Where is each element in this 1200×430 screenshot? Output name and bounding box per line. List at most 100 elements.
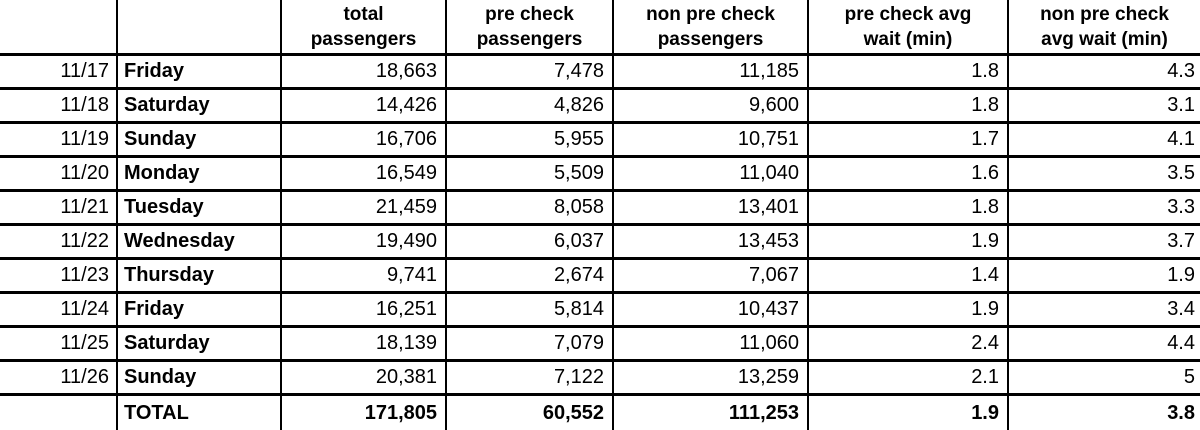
table-row: 11/24 Friday 16,251 5,814 10,437 1.9 3.4	[0, 291, 1200, 328]
header-row: total passengers pre check passengers no…	[0, 0, 1200, 56]
cell-pre-check-passengers: 4,826	[445, 87, 614, 124]
cell-pre-check-avg-wait: 2.4	[807, 325, 1009, 362]
cell-pre-check-avg-wait: 1.6	[807, 155, 1009, 192]
cell-day: Tuesday	[116, 189, 282, 226]
table-row: 11/18 Saturday 14,426 4,826 9,600 1.8 3.…	[0, 87, 1200, 124]
header-line: non pre check	[646, 3, 775, 25]
table-row: 11/20 Monday 16,549 5,509 11,040 1.6 3.5	[0, 155, 1200, 192]
cell-day: Friday	[116, 53, 282, 90]
header-line: passengers	[476, 28, 583, 50]
cell-date: 11/17	[0, 53, 118, 90]
cell-pre-check-passengers-sum: 60,552	[445, 393, 614, 430]
cell-non-pre-check-avg-wait: 3.1	[1007, 87, 1200, 124]
table-row: 11/21 Tuesday 21,459 8,058 13,401 1.8 3.…	[0, 189, 1200, 226]
table-row: 11/17 Friday 18,663 7,478 11,185 1.8 4.3	[0, 53, 1200, 90]
cell-total-passengers: 16,706	[280, 121, 447, 158]
cell-non-pre-check-passengers: 13,453	[612, 223, 809, 260]
cell-date: 11/20	[0, 155, 118, 192]
cell-pre-check-avg-wait: 1.4	[807, 257, 1009, 294]
cell-non-pre-check-passengers-sum: 111,253	[612, 393, 809, 430]
cell-total-passengers: 9,741	[280, 257, 447, 294]
cell-pre-check-passengers: 2,674	[445, 257, 614, 294]
cell-pre-check-avg-wait: 1.9	[807, 291, 1009, 328]
cell-total-passengers: 16,549	[280, 155, 447, 192]
cell-non-pre-check-avg-wait: 4.4	[1007, 325, 1200, 362]
cell-date: 11/22	[0, 223, 118, 260]
cell-day: Wednesday	[116, 223, 282, 260]
cell-pre-check-passengers: 7,478	[445, 53, 614, 90]
cell-total-passengers: 18,663	[280, 53, 447, 90]
cell-pre-check-passengers: 5,814	[445, 291, 614, 328]
cell-pre-check-passengers: 7,122	[445, 359, 614, 396]
cell-non-pre-check-passengers: 11,185	[612, 53, 809, 90]
column-header-non-pre-check-avg-wait: non pre check avg wait (min)	[1007, 0, 1200, 56]
cell-total-passengers-sum: 171,805	[280, 393, 447, 430]
cell-day: Monday	[116, 155, 282, 192]
cell-pre-check-avg-wait: 1.9	[807, 223, 1009, 260]
table-header: total passengers pre check passengers no…	[0, 0, 1200, 56]
cell-date: 11/23	[0, 257, 118, 294]
cell-pre-check-passengers: 6,037	[445, 223, 614, 260]
cell-non-pre-check-avg-wait: 1.9	[1007, 257, 1200, 294]
cell-non-pre-check-avg-wait: 4.3	[1007, 53, 1200, 90]
cell-date: 11/25	[0, 325, 118, 362]
table-body: 11/17 Friday 18,663 7,478 11,185 1.8 4.3…	[0, 53, 1200, 430]
cell-pre-check-avg-wait: 1.8	[807, 53, 1009, 90]
cell-day: Sunday	[116, 359, 282, 396]
cell-date: 11/24	[0, 291, 118, 328]
column-header-non-pre-check-passengers: non pre check passengers	[612, 0, 809, 56]
cell-day: Sunday	[116, 121, 282, 158]
cell-total-passengers: 14,426	[280, 87, 447, 124]
header-line: non pre check	[1040, 3, 1169, 25]
cell-day: Saturday	[116, 325, 282, 362]
cell-day: Saturday	[116, 87, 282, 124]
cell-date-empty	[0, 393, 118, 430]
column-header-pre-check-passengers: pre check passengers	[445, 0, 614, 56]
cell-pre-check-avg-wait: 1.8	[807, 189, 1009, 226]
cell-date: 11/19	[0, 121, 118, 158]
header-line: pre check avg	[844, 3, 972, 25]
cell-non-pre-check-passengers: 10,751	[612, 121, 809, 158]
cell-non-pre-check-passengers: 10,437	[612, 291, 809, 328]
cell-non-pre-check-avg-wait: 4.1	[1007, 121, 1200, 158]
cell-pre-check-passengers: 5,509	[445, 155, 614, 192]
cell-date: 11/18	[0, 87, 118, 124]
cell-non-pre-check-avg-wait-overall: 3.8	[1007, 393, 1200, 430]
header-line: wait (min)	[863, 28, 953, 50]
cell-date: 11/21	[0, 189, 118, 226]
cell-pre-check-passengers: 5,955	[445, 121, 614, 158]
cell-non-pre-check-avg-wait: 3.4	[1007, 291, 1200, 328]
cell-non-pre-check-passengers: 13,259	[612, 359, 809, 396]
cell-non-pre-check-avg-wait: 5	[1007, 359, 1200, 396]
column-header-day	[116, 0, 282, 56]
cell-non-pre-check-passengers: 13,401	[612, 189, 809, 226]
cell-non-pre-check-passengers: 7,067	[612, 257, 809, 294]
cell-pre-check-avg-wait: 2.1	[807, 359, 1009, 396]
cell-non-pre-check-passengers: 11,040	[612, 155, 809, 192]
cell-pre-check-avg-wait-overall: 1.9	[807, 393, 1009, 430]
column-header-total-passengers: total passengers	[280, 0, 447, 56]
header-line: passengers	[657, 28, 764, 50]
cell-non-pre-check-avg-wait: 3.5	[1007, 155, 1200, 192]
header-line: pre check	[485, 3, 574, 25]
cell-pre-check-passengers: 7,079	[445, 325, 614, 362]
header-line: total	[343, 3, 384, 25]
table-row: 11/26 Sunday 20,381 7,122 13,259 2.1 5	[0, 359, 1200, 396]
column-header-date	[0, 0, 118, 56]
cell-total-passengers: 20,381	[280, 359, 447, 396]
cell-total-passengers: 16,251	[280, 291, 447, 328]
total-row: TOTAL 171,805 60,552 111,253 1.9 3.8	[0, 393, 1200, 430]
cell-pre-check-passengers: 8,058	[445, 189, 614, 226]
table-row: 11/23 Thursday 9,741 2,674 7,067 1.4 1.9	[0, 257, 1200, 294]
header-line: avg wait (min)	[1041, 28, 1168, 50]
cell-day: Friday	[116, 291, 282, 328]
cell-non-pre-check-avg-wait: 3.7	[1007, 223, 1200, 260]
cell-total-passengers: 21,459	[280, 189, 447, 226]
cell-total-passengers: 19,490	[280, 223, 447, 260]
table-row: 11/19 Sunday 16,706 5,955 10,751 1.7 4.1	[0, 121, 1200, 158]
cell-non-pre-check-passengers: 9,600	[612, 87, 809, 124]
cell-total-label: TOTAL	[116, 393, 282, 430]
cell-non-pre-check-avg-wait: 3.3	[1007, 189, 1200, 226]
